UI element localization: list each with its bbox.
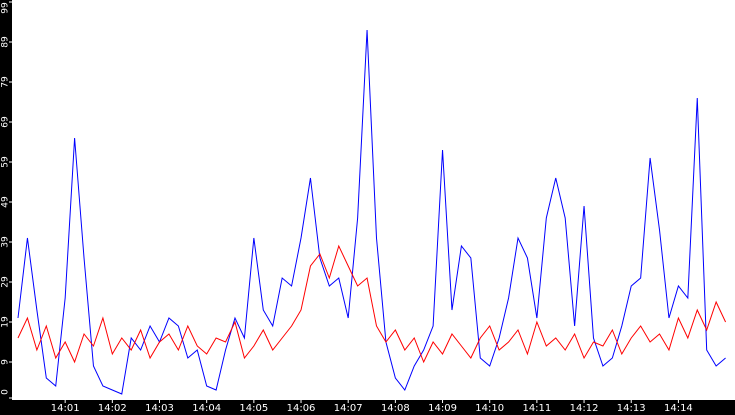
x-tick-label: 14:03 <box>145 403 174 414</box>
series-line <box>17 29 726 395</box>
x-tick-label: 14:04 <box>192 403 221 414</box>
x-tick-label: 14:06 <box>287 403 316 414</box>
x-tick-label: 14:08 <box>381 403 410 414</box>
x-tick-label: 14:14 <box>664 403 693 414</box>
y-tick-label: 69 <box>1 116 11 128</box>
y-tick-label: 59 <box>1 156 11 168</box>
y-tick-label: 9 <box>1 359 11 365</box>
y-tick-label: 49 <box>1 196 11 208</box>
x-tick-label: 14:12 <box>570 403 599 414</box>
x-tick-label: 14:01 <box>51 403 80 414</box>
x-tick-label: 14:11 <box>522 403 551 414</box>
y-tick-label: 99 <box>1 2 11 14</box>
x-tick-label: 14:13 <box>617 403 646 414</box>
x-tick-label: 14:09 <box>428 403 457 414</box>
x-tick-label: 14:02 <box>98 403 127 414</box>
y-tick-label: 79 <box>1 76 11 88</box>
y-tick-label: 89 <box>1 36 11 48</box>
y-tick-label: 19 <box>1 316 11 328</box>
y-tick-label: 29 <box>1 276 11 288</box>
x-tick-label: 14:07 <box>334 403 363 414</box>
x-tick-label: 14:05 <box>239 403 268 414</box>
y-tick-label: 0 <box>1 389 11 395</box>
series-line <box>17 244 727 364</box>
y-tick-label: 39 <box>1 236 11 248</box>
y-axis-strip <box>0 0 12 415</box>
x-tick-label: 14:10 <box>475 403 504 414</box>
x-axis-strip <box>0 400 735 415</box>
